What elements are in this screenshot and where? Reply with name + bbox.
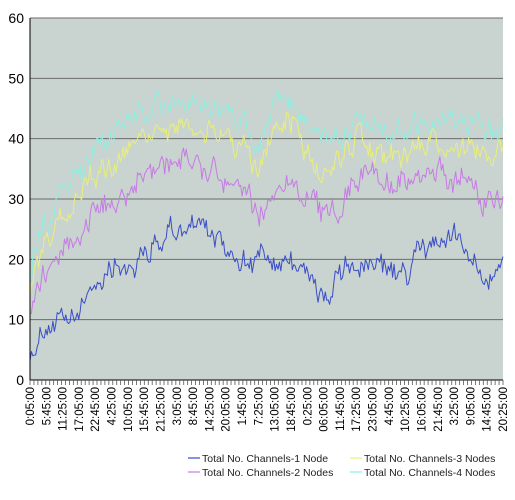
x-tick-label: 0:05:00 [25, 387, 37, 425]
legend-label-2: Total No. Channels-2 Nodes [202, 467, 333, 479]
x-tick-label: 15:45:00 [139, 387, 151, 432]
x-tick-label: 17:25:00 [351, 387, 363, 432]
x-tick-label: 21:45:00 [433, 387, 445, 432]
x-tick-label: 4:25:00 [107, 387, 119, 425]
y-tick-label: 40 [8, 131, 24, 147]
x-tick-label: 17:05:00 [74, 387, 86, 432]
y-tick-label: 20 [8, 251, 24, 267]
x-tick-label: 9:05:00 [465, 387, 477, 425]
x-tick-label: 10:25:00 [400, 387, 412, 432]
x-tick-label: 18:45:00 [286, 387, 298, 432]
x-tick-label: 06:05:00 [319, 387, 331, 432]
x-tick-label: 14:25:00 [204, 387, 216, 432]
x-tick-label: 13:05:00 [270, 387, 282, 432]
legend-label-1: Total No. Channels-1 Node [202, 453, 328, 465]
x-tick-label: 14:45:00 [482, 387, 494, 432]
x-tick-label: 1:45:00 [237, 387, 249, 425]
x-tick-label: 11:45:00 [335, 387, 347, 431]
legend-label-4: Total No. Channels-4 Nodes [364, 467, 495, 479]
series-line-1 [29, 214, 504, 362]
series-line-3 [29, 112, 504, 295]
x-tick-label: 16:05:00 [416, 387, 428, 432]
series-line-4 [29, 90, 504, 280]
x-tick-label: 23:05:00 [367, 387, 379, 432]
x-axis-ticks: 0:05:00 5:45:00 11:25:00 17:05:00 22:45:00 4:… [25, 387, 510, 432]
y-axis-ticks: 0 10 20 30 40 50 60 [8, 10, 24, 388]
x-tick-label: 7:25:00 [253, 387, 265, 425]
x-tick-label: 22:45:00 [90, 387, 102, 432]
x-tick-label: 10:05:00 [123, 387, 135, 432]
x-tick-label: 4:45:00 [384, 387, 396, 425]
x-tick-label: 20:05:00 [221, 387, 233, 432]
x-tick-label: 5:45:00 [41, 387, 53, 425]
series-line-2 [29, 147, 504, 315]
axes [29, 18, 504, 385]
x-tick-label: 3:05:00 [172, 387, 184, 425]
y-tick-label: 0 [16, 372, 24, 388]
x-tick-label: 3:25:00 [449, 387, 461, 425]
y-tick-label: 10 [8, 312, 24, 328]
y-tick-label: 30 [8, 191, 24, 207]
x-tick-label: 11:25:00 [58, 387, 70, 431]
x-tick-label: 21:25:00 [156, 387, 168, 432]
y-tick-label: 50 [8, 70, 24, 86]
series-group [29, 90, 504, 362]
legend: Total No. Channels-1 Node Total No. Chann… [188, 453, 495, 479]
x-tick-label: 20:25:00 [498, 387, 510, 432]
legend-label-3: Total No. Channels-3 Nodes [364, 453, 495, 465]
x-tick-label: 0:25:00 [302, 387, 314, 425]
y-tick-label: 60 [8, 10, 24, 26]
x-tick-label: 8:45:00 [188, 387, 200, 425]
